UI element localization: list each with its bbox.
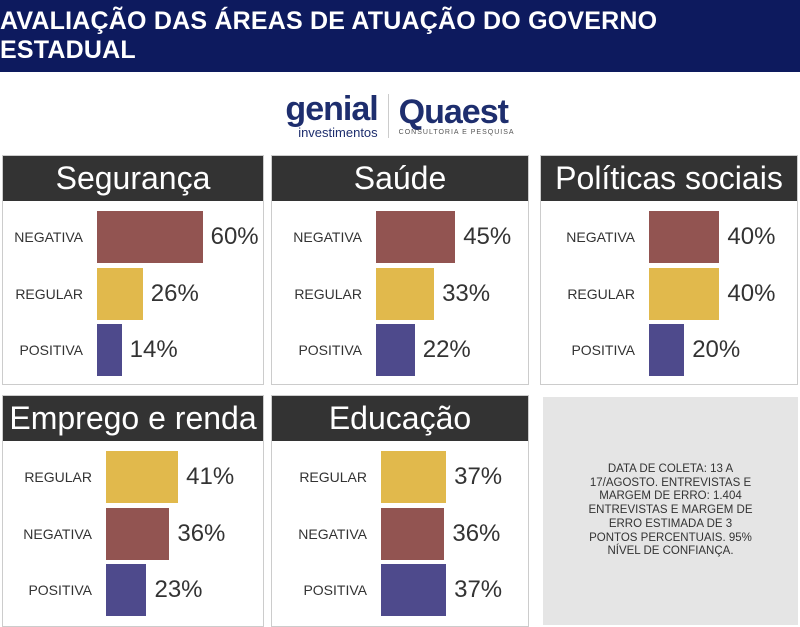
value-label: 60% — [210, 223, 259, 250]
chart-title: Educação — [272, 396, 528, 441]
quaest-logo-text: Quaest — [398, 93, 509, 131]
category-label: REGULAR — [567, 286, 635, 302]
bar-row: REGULAR 41% — [3, 451, 263, 503]
genial-logo: genial investimentos — [285, 90, 378, 140]
bar-row: NEGATIVA 36% — [272, 508, 528, 560]
category-label: NEGATIVA — [14, 229, 83, 245]
logos: genial investimentos Quaest CONSULTORIA … — [270, 88, 530, 143]
bar-row: NEGATIVA 40% — [541, 211, 797, 263]
bar-row: POSITIVA 37% — [272, 564, 528, 616]
value-label: 36% — [177, 520, 226, 547]
value-label: 22% — [422, 336, 471, 363]
chart-title: Saúde — [272, 156, 528, 201]
bar-row: POSITIVA 22% — [272, 324, 528, 376]
category-label: REGULAR — [15, 286, 83, 302]
bar-row: NEGATIVA 60% — [3, 211, 263, 263]
methodology-text: DATA DE COLETA: 13 A 17/AGOSTO. ENTREVIS… — [588, 462, 753, 558]
category-label: NEGATIVA — [23, 526, 92, 542]
bar-negativa — [97, 211, 203, 263]
bar-negativa — [376, 211, 456, 263]
quaest-logo-sub: CONSULTORIA E PESQUISA — [398, 129, 515, 136]
bar-row: POSITIVA 20% — [541, 324, 797, 376]
category-label: NEGATIVA — [293, 229, 362, 245]
category-label: POSITIVA — [19, 342, 83, 358]
bar-positiva — [106, 564, 147, 616]
bar-positiva — [649, 324, 685, 376]
chart-panel: Emprego e renda REGULAR 41% NEGATIVA 36% POSI… — [2, 395, 264, 627]
logo-divider — [387, 93, 389, 138]
bar-row: REGULAR 26% — [3, 268, 263, 320]
bar-regular — [376, 268, 435, 320]
bar-positiva — [97, 324, 122, 376]
bar-regular — [97, 268, 143, 320]
value-label: 23% — [154, 576, 203, 603]
bar-positiva — [376, 324, 415, 376]
value-label: 37% — [454, 463, 503, 490]
value-label: 40% — [727, 280, 776, 307]
bar-row: POSITIVA 23% — [3, 564, 263, 616]
value-label: 14% — [129, 336, 178, 363]
page-title: AVALIAÇÃO DAS ÁREAS DE ATUAÇÃO DO GOVERN… — [0, 0, 800, 72]
bar-negativa — [381, 508, 445, 560]
bar-row: REGULAR 33% — [272, 268, 528, 320]
genial-logo-text: genial — [285, 90, 378, 128]
chart-panel: Saúde NEGATIVA 45% REGULAR 33% POSITIVA 22% — [271, 155, 529, 385]
bar-row: POSITIVA 14% — [3, 324, 263, 376]
bar-positiva — [381, 564, 447, 616]
value-label: 41% — [186, 463, 235, 490]
category-label: REGULAR — [24, 469, 92, 485]
value-label: 40% — [727, 223, 776, 250]
bar-row: REGULAR 40% — [541, 268, 797, 320]
chart-panel: Educação REGULAR 37% NEGATIVA 36% POSITIVA 37% — [271, 395, 529, 627]
bar-regular — [649, 268, 720, 320]
category-label: REGULAR — [294, 286, 362, 302]
category-label: POSITIVA — [571, 342, 635, 358]
bar-regular — [381, 451, 447, 503]
category-label: POSITIVA — [28, 582, 92, 598]
value-label: 45% — [463, 223, 512, 250]
value-label: 20% — [692, 336, 741, 363]
bar-negativa — [649, 211, 720, 263]
category-label: POSITIVA — [298, 342, 362, 358]
chart-panel: Políticas sociais NEGATIVA 40% REGULAR 40% PO… — [540, 155, 798, 385]
chart-title: Políticas sociais — [541, 156, 797, 201]
chart-title: Emprego e renda — [3, 396, 263, 441]
value-label: 26% — [150, 280, 199, 307]
category-label: NEGATIVA — [566, 229, 635, 245]
category-label: NEGATIVA — [298, 526, 367, 542]
category-label: POSITIVA — [303, 582, 367, 598]
value-label: 33% — [442, 280, 491, 307]
methodology-note: DATA DE COLETA: 13 A 17/AGOSTO. ENTREVIS… — [543, 397, 798, 625]
value-label: 37% — [454, 576, 503, 603]
bar-negativa — [106, 508, 170, 560]
value-label: 36% — [452, 520, 501, 547]
bar-row: NEGATIVA 45% — [272, 211, 528, 263]
bar-row: NEGATIVA 36% — [3, 508, 263, 560]
quaest-logo: Quaest CONSULTORIA E PESQUISA — [399, 95, 515, 136]
genial-logo-sub: investimentos — [298, 125, 378, 140]
chart-panel: Segurança NEGATIVA 60% REGULAR 26% POSITIVA 14… — [2, 155, 264, 385]
bar-regular — [106, 451, 179, 503]
chart-title: Segurança — [3, 156, 263, 201]
bar-row: REGULAR 37% — [272, 451, 528, 503]
category-label: REGULAR — [299, 469, 367, 485]
